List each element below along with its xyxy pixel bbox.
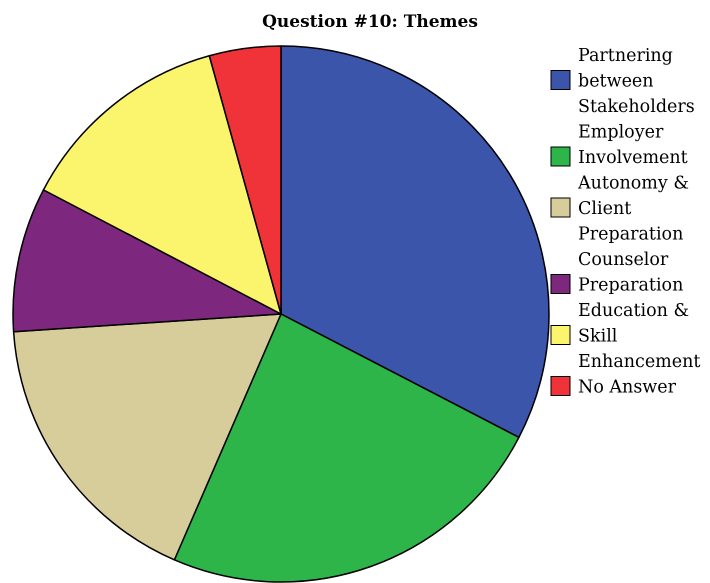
legend-label-line: Skill [578,327,618,347]
legend-label-line: Preparation [578,225,683,245]
pie-slice-employer-involvement [173,313,520,583]
chart-legend: Partnering between Stakeholders Employer Inv… [550,46,700,398]
chart-title: Question #10: Themes [262,12,478,32]
pie-slice-counselor-preparation [12,189,282,333]
pie-slice-partnering-between-stakeholders [280,45,550,439]
pie-slice-no-answer [208,45,282,315]
legend-swatch [550,376,571,396]
legend-label-line: Partnering [578,46,673,66]
legend-item-autonomy-and-client-preparation: Autonomy & Client Preparation [550,174,689,245]
legend-label-line: Involvement [578,148,688,168]
legend-swatch [550,325,571,345]
legend-label-line: between [578,72,654,92]
legend-swatch [550,70,571,90]
legend-label-line: Counselor [578,250,669,270]
legend-label-line: Autonomy & [577,174,689,194]
legend-label-line: Stakeholders [578,97,695,117]
pie-slice-education-and-skill-enhancement [42,55,282,315]
legend-item-counselor-preparation: Counselor Preparation [550,250,683,296]
legend-label-line: Client [578,199,631,219]
legend-item-education-and-skill-enhancement: Education & Skill Enhancement [550,301,700,372]
legend-swatch [550,197,571,218]
legend-item-partnering-between-stakeholders: Partnering between Stakeholders [550,46,695,117]
legend-label-line: Preparation [578,276,683,296]
pie-slices [12,45,550,583]
legend-label-line: Employer [578,123,664,143]
legend-label-line: No Answer [578,378,677,398]
legend-item-employer-involvement: Employer Involvement [550,123,688,168]
legend-label-line: Education & [578,301,689,321]
legend-swatch [550,146,571,167]
pie-slice-autonomy-and-client-preparation [12,313,282,561]
legend-swatch [550,274,571,294]
legend-label-line: Enhancement [578,352,700,372]
legend-item-no-answer: No Answer [550,376,677,398]
